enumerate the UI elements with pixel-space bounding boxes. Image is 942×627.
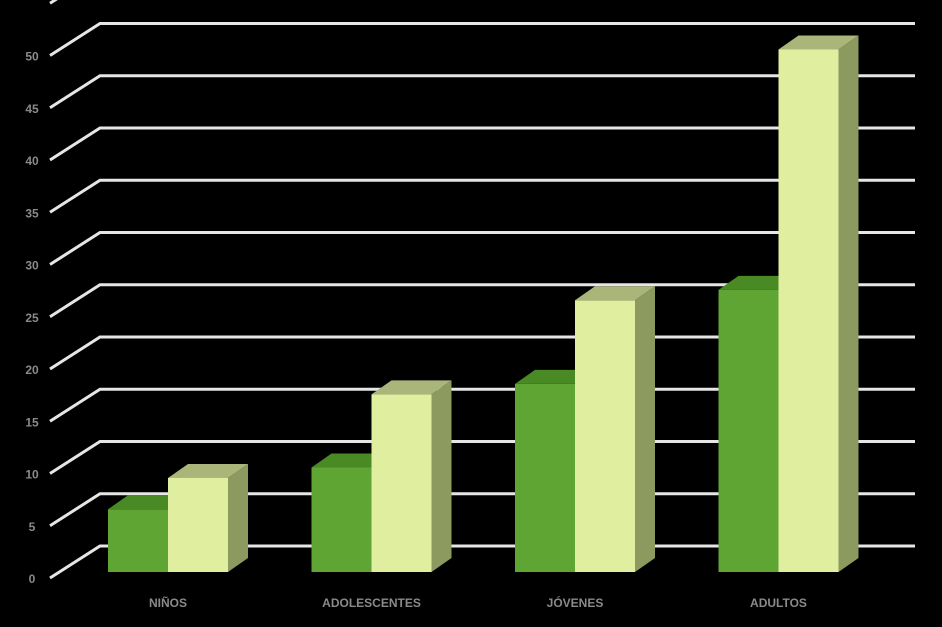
axis-top — [49, 0, 58, 5]
grid-line — [49, 126, 915, 162]
y-tick-label: 5 — [29, 520, 36, 534]
y-tick-label: 20 — [25, 363, 39, 377]
bar — [168, 463, 248, 572]
grid-line — [49, 231, 915, 266]
bar — [371, 380, 452, 572]
bar — [778, 35, 859, 572]
x-tick-label: ADULTOS — [750, 596, 807, 610]
bar-front — [515, 383, 575, 572]
y-tick-label: 25 — [25, 311, 39, 325]
y-tick-label: 40 — [25, 154, 39, 168]
bar-top — [168, 463, 248, 478]
y-tick-label: 30 — [25, 259, 39, 273]
bar-front — [718, 289, 779, 572]
y-tick-label: 0 — [29, 572, 36, 586]
bar-front — [371, 394, 432, 572]
x-tick-label: ADOLESCENTES — [322, 596, 421, 610]
bar-top — [778, 35, 859, 50]
bar-front — [575, 300, 635, 572]
bar-top — [575, 286, 655, 301]
grid-line — [49, 22, 915, 57]
bar-front — [778, 49, 839, 572]
bar-side — [635, 286, 655, 572]
bar-side — [431, 380, 452, 572]
bar — [575, 286, 655, 572]
bar-front — [168, 477, 228, 572]
y-tick-label: 15 — [25, 415, 39, 429]
bar-front — [311, 467, 372, 572]
grid-line — [49, 74, 915, 110]
bar-side — [228, 463, 248, 572]
bar-top — [371, 380, 452, 395]
y-tick-label: 10 — [25, 468, 39, 482]
y-tick-label: 45 — [25, 102, 39, 116]
bar-front — [108, 509, 168, 572]
y-tick-label: 35 — [25, 206, 39, 220]
bar-side — [838, 35, 859, 572]
grid-line — [49, 283, 915, 319]
x-tick-label: JÓVENES — [547, 595, 604, 610]
x-tick-label: NIÑOS — [149, 595, 187, 610]
grid-line — [49, 178, 915, 214]
y-tick-label: 50 — [25, 50, 39, 64]
